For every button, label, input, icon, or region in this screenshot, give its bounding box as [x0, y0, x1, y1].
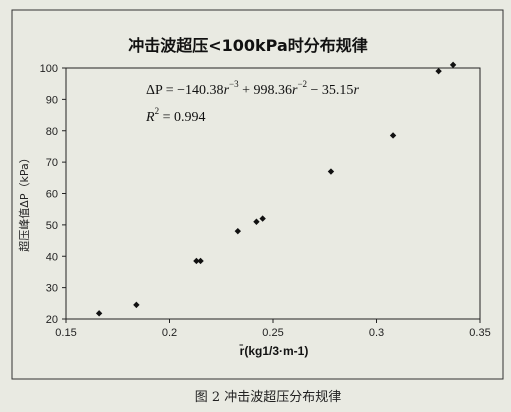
data-point — [435, 67, 442, 75]
data-point — [327, 168, 335, 175]
x-tick-label: 0.3 — [369, 327, 384, 339]
y-tick-label: 90 — [46, 94, 58, 106]
data-point — [389, 132, 397, 139]
x-axis-label: r̄(kg1/3·m-1) — [239, 344, 308, 358]
data-point — [253, 218, 260, 225]
chart-title: 冲击波超压<100kPa时分布规律 — [128, 36, 368, 55]
x-tick-label: 0.15 — [55, 327, 76, 339]
data-point — [95, 310, 103, 317]
y-tick-label: 100 — [40, 63, 58, 75]
y-tick-label: 50 — [46, 220, 58, 232]
y-tick-label: 40 — [46, 251, 58, 263]
y-tick-label: 20 — [46, 314, 58, 326]
data-point — [259, 215, 266, 222]
y-tick-label: 30 — [46, 283, 58, 295]
data-point — [449, 61, 457, 69]
y-tick-label: 80 — [46, 126, 58, 138]
data-point — [234, 227, 242, 235]
axes: 20 30 40 50 60 70 80 90 100 0.15 0.2 0.25 0.3 0.35 — [40, 63, 491, 339]
data-point — [193, 257, 200, 265]
data-point — [197, 257, 204, 265]
y-axis-label: 超压峰值ΔP（kPa） — [17, 152, 31, 251]
data-point — [133, 301, 140, 309]
data-points-layer — [95, 61, 457, 317]
r-squared-label: R2 = 0.994 — [145, 106, 205, 125]
x-tick-label: 0.2 — [162, 327, 177, 339]
chart-border — [11, 9, 504, 380]
plot-area-frame — [65, 67, 481, 320]
fit-equation: ΔP = −140.38r−3 + 998.36r−2 − 35.15r — [146, 79, 359, 98]
y-tick-label: 70 — [46, 157, 58, 169]
x-tick-label: 0.25 — [262, 327, 283, 339]
figure-caption: 图 2 冲击波超压分布规律 — [195, 390, 342, 405]
y-tick-label: 60 — [46, 189, 58, 201]
x-tick-label: 0.35 — [469, 327, 490, 339]
